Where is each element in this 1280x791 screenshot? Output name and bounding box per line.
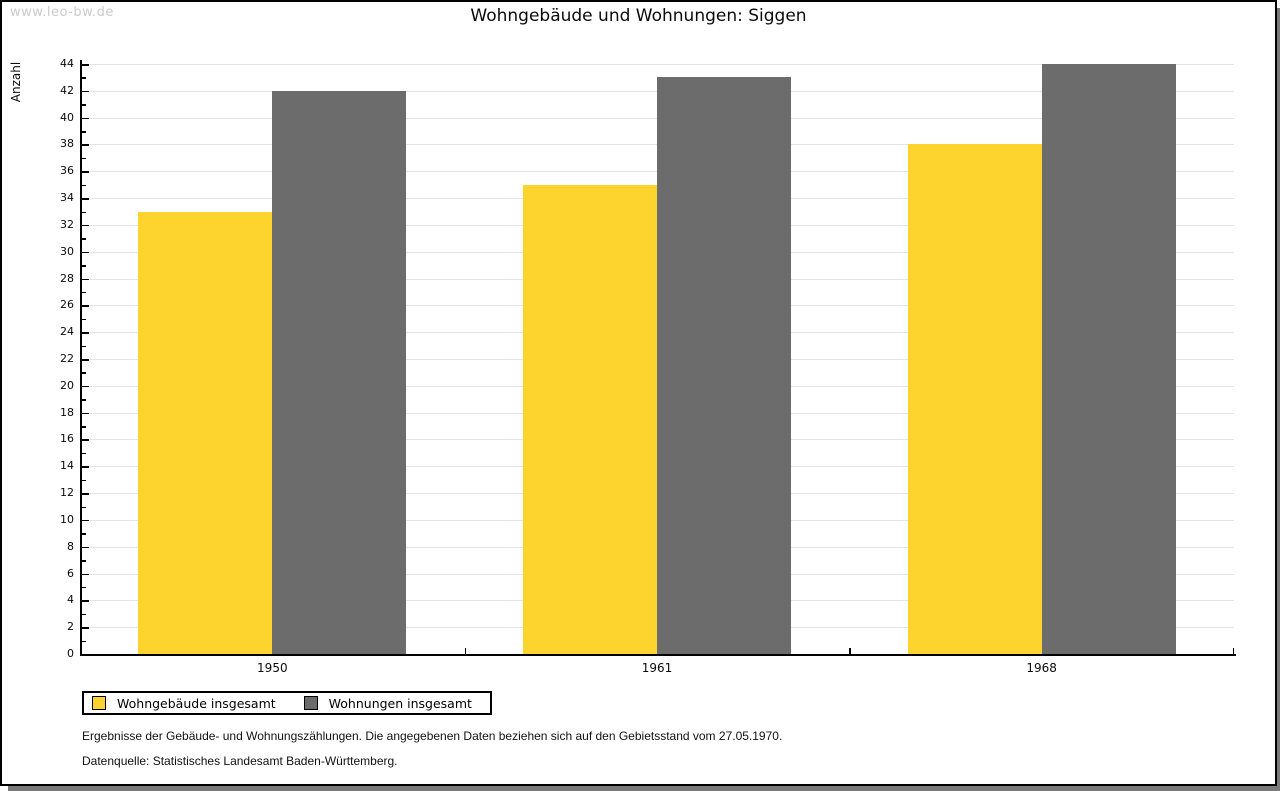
y-tick-label: 36 bbox=[60, 164, 74, 178]
gridline bbox=[82, 64, 1234, 65]
y-tick-label: 40 bbox=[60, 110, 74, 124]
y-tick-label: 30 bbox=[60, 244, 74, 258]
y-tick-label: 2 bbox=[67, 620, 74, 634]
y-tick-label: 32 bbox=[60, 217, 74, 231]
bar-wohnungen-1950 bbox=[272, 90, 407, 654]
y-major-tick bbox=[82, 64, 89, 66]
legend-label: Wohngebäude insgesamt bbox=[117, 695, 276, 711]
y-minor-tick bbox=[82, 184, 86, 187]
y-tick-label: 44 bbox=[60, 57, 74, 70]
y-major-tick bbox=[82, 385, 89, 388]
y-tick-label: 0 bbox=[67, 647, 74, 660]
y-minor-tick bbox=[82, 238, 86, 240]
y-minor-tick bbox=[82, 506, 86, 508]
y-minor-tick bbox=[82, 586, 86, 589]
y-tick-label: 16 bbox=[60, 432, 74, 446]
y-major-tick bbox=[82, 519, 89, 522]
y-major-tick bbox=[82, 573, 89, 576]
y-tick-label: 26 bbox=[60, 298, 74, 312]
footnote-datenquelle: Datenquelle: Statistisches Landesamt Bad… bbox=[82, 754, 398, 768]
y-axis-line bbox=[80, 60, 82, 656]
y-tick-label: 38 bbox=[60, 137, 74, 151]
y-major-tick bbox=[82, 466, 89, 468]
legend-label: Wohnungen insgesamt bbox=[328, 695, 472, 711]
legend-item: Wohnungen insgesamt bbox=[303, 695, 472, 711]
y-major-tick bbox=[82, 546, 89, 549]
y-tick-label: 6 bbox=[67, 566, 74, 580]
y-major-tick bbox=[82, 117, 89, 120]
bar-wohngebaeude-1950 bbox=[138, 211, 273, 654]
y-major-tick bbox=[82, 627, 89, 629]
y-major-tick bbox=[82, 171, 89, 173]
legend-item: Wohngebäude insgesamt bbox=[92, 696, 276, 711]
y-minor-tick bbox=[82, 640, 86, 643]
y-major-tick bbox=[82, 251, 89, 254]
y-tick-label: 4 bbox=[67, 593, 74, 607]
y-tick-label: 20 bbox=[60, 378, 74, 392]
y-major-tick bbox=[82, 332, 89, 334]
y-tick-label: 12 bbox=[60, 486, 74, 500]
y-minor-tick bbox=[82, 265, 86, 267]
y-minor-tick bbox=[82, 533, 86, 535]
y-major-tick bbox=[82, 198, 89, 200]
y-major-tick bbox=[82, 600, 89, 602]
y-minor-tick bbox=[82, 613, 86, 616]
x-axis-tick bbox=[1232, 648, 1234, 654]
y-major-tick bbox=[82, 359, 89, 361]
x-axis-tick bbox=[849, 648, 851, 654]
x-axis-label-1961: 1961 bbox=[641, 661, 673, 675]
y-minor-tick bbox=[82, 77, 86, 79]
y-major-tick bbox=[82, 412, 89, 415]
chart-title: Wohngebäude und Wohnungen: Siggen bbox=[470, 6, 807, 26]
y-minor-tick bbox=[82, 399, 86, 401]
y-minor-tick bbox=[82, 452, 86, 455]
y-tick-label: 28 bbox=[60, 271, 74, 285]
y-major-tick bbox=[82, 278, 89, 281]
x-axis-tick bbox=[464, 648, 467, 654]
legend-swatch-icon bbox=[92, 696, 106, 710]
y-minor-tick bbox=[82, 372, 86, 374]
y-tick-label: 8 bbox=[67, 539, 74, 553]
y-minor-tick bbox=[82, 345, 86, 348]
y-tick-label: 42 bbox=[60, 83, 74, 97]
y-minor-tick bbox=[82, 211, 86, 213]
x-axis-label-1968: 1968 bbox=[1026, 661, 1057, 675]
legend-swatch-icon bbox=[303, 696, 318, 710]
y-minor-tick bbox=[82, 291, 86, 294]
y-tick-label: 18 bbox=[60, 405, 74, 419]
bar-wohngebaeude-1968 bbox=[907, 144, 1042, 654]
y-minor-tick bbox=[82, 560, 86, 562]
y-tick-label: 14 bbox=[60, 459, 74, 473]
y-major-tick bbox=[82, 144, 89, 146]
y-tick-label: 34 bbox=[60, 191, 74, 205]
bar-wohnungen-1968 bbox=[1041, 64, 1176, 654]
x-axis-label-1950: 1950 bbox=[257, 661, 288, 675]
y-major-tick bbox=[82, 439, 89, 441]
y-minor-tick bbox=[82, 157, 86, 160]
y-tick-label: 22 bbox=[60, 352, 74, 365]
legend: Wohngebäude insgesamt Wohnungen insgesamt bbox=[82, 691, 492, 715]
y-major-tick bbox=[82, 224, 89, 227]
y-tick-label: 24 bbox=[60, 325, 74, 339]
footnote-gebietsstand: Ergebnisse der Gebäude- und Wohnungszähl… bbox=[82, 729, 783, 743]
y-minor-tick bbox=[82, 131, 86, 133]
y-minor-tick bbox=[82, 426, 86, 428]
y-minor-tick bbox=[82, 104, 86, 106]
x-axis-line bbox=[80, 654, 1236, 656]
watermark-url: www.leo-bw.de bbox=[10, 5, 114, 20]
y-minor-tick bbox=[82, 479, 86, 482]
y-major-tick bbox=[82, 305, 89, 307]
y-tick-label: 10 bbox=[60, 512, 74, 526]
bar-wohnungen-1961 bbox=[657, 77, 791, 654]
y-minor-tick bbox=[82, 318, 86, 321]
bar-wohngebaeude-1961 bbox=[523, 184, 657, 654]
y-major-tick bbox=[82, 493, 89, 495]
y-major-tick bbox=[82, 90, 89, 93]
